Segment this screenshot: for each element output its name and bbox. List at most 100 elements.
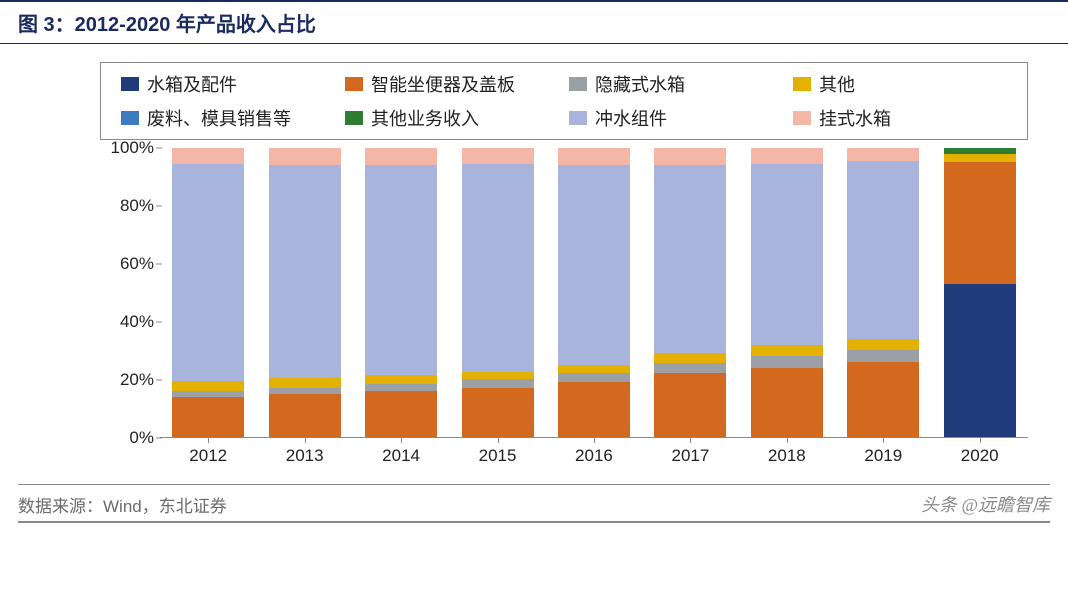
bar-segment-chongshui <box>462 164 534 372</box>
legend-label: 其他 <box>819 71 855 97</box>
y-tick-label: 80% <box>100 196 154 216</box>
bar-segment-chongshui <box>365 165 437 375</box>
bar-segment-chongshui <box>558 165 630 364</box>
bar-segment-guashi <box>269 148 341 165</box>
bar-segment-yincang <box>847 350 919 362</box>
legend-item-zhineng: 智能坐便器及盖板 <box>345 71 569 97</box>
bar-segment-zhineng <box>365 391 437 437</box>
bar-segment-zhineng <box>462 388 534 437</box>
watermark: 头条 @远瞻智库 <box>921 491 1050 517</box>
bar-segment-chongshui <box>172 164 244 381</box>
bar-segment-qita <box>269 378 341 388</box>
figure-footer: 数据来源：Wind，东北证券 头条 @远瞻智库 <box>18 484 1050 523</box>
bar-segment-zhineng <box>944 162 1016 283</box>
legend-label: 隐藏式水箱 <box>595 71 685 97</box>
legend-item-chongshui: 冲水组件 <box>569 105 793 131</box>
x-tick-mark <box>305 437 306 443</box>
legend-row: 废料、模具销售等其他业务收入 冲水组件 挂式水箱 <box>121 105 1017 131</box>
bar-segment-zhineng <box>654 373 726 437</box>
legend-swatch <box>793 77 811 91</box>
x-label-wrap: 2018 <box>751 438 823 466</box>
chart-area: 0%20%40%60%80%100% 201220132014201520162… <box>100 148 1028 478</box>
bar-segment-zhineng <box>751 368 823 437</box>
bar-segment-guashi <box>654 148 726 165</box>
data-source-label: 数据来源：Wind，东北证券 <box>18 492 227 517</box>
legend-item-yincang: 隐藏式水箱 <box>569 71 793 97</box>
x-tick-mark <box>980 437 981 443</box>
x-label-wrap: 2020 <box>944 438 1016 466</box>
bar-segment-yincang <box>365 384 437 391</box>
x-tick-mark <box>594 437 595 443</box>
bar-segment-yincang <box>654 363 726 373</box>
legend-label: 其他业务收入 <box>371 105 479 131</box>
x-label-wrap: 2012 <box>172 438 244 466</box>
y-tick-label: 100% <box>100 138 154 158</box>
bar-segment-yincang <box>751 356 823 368</box>
bar-2020 <box>944 148 1016 437</box>
x-tick-mark <box>401 437 402 443</box>
bars-container <box>160 148 1028 437</box>
bar-segment-chongshui <box>751 164 823 345</box>
bar-segment-zhineng <box>558 382 630 437</box>
x-label-wrap: 2015 <box>462 438 534 466</box>
y-tick-label: 0% <box>100 428 154 448</box>
x-label-wrap: 2017 <box>654 438 726 466</box>
bar-segment-qita <box>944 154 1016 163</box>
bar-segment-guashi <box>847 148 919 161</box>
bar-segment-yincang <box>462 379 534 388</box>
figure-title: 图 3：2012-2020 年产品收入占比 <box>0 0 1068 44</box>
x-tick-mark <box>690 437 691 443</box>
legend-swatch <box>121 77 139 91</box>
legend-row: 水箱及配件 智能坐便器及盖板 隐藏式水箱 其他 <box>121 71 1017 97</box>
legend-swatch <box>345 111 363 125</box>
x-tick-mark <box>498 437 499 443</box>
bar-2013 <box>269 148 341 437</box>
bar-segment-guashi <box>365 148 437 165</box>
figure-container: 图 3：2012-2020 年产品收入占比 水箱及配件 智能坐便器及盖板 隐藏式水箱… <box>0 0 1068 598</box>
bar-segment-qita <box>847 339 919 351</box>
bar-segment-yincang <box>558 373 630 382</box>
bar-segment-guashi <box>558 148 630 165</box>
x-label-wrap: 2014 <box>365 438 437 466</box>
x-tick-mark <box>208 437 209 443</box>
bar-segment-qita <box>558 365 630 374</box>
legend-item-guashi: 挂式水箱 <box>793 105 1017 131</box>
y-tick-label: 60% <box>100 254 154 274</box>
bar-2017 <box>654 148 726 437</box>
legend-swatch <box>793 111 811 125</box>
x-axis: 201220132014201520162017201820192020 <box>160 438 1028 478</box>
y-axis: 0%20%40%60%80%100% <box>100 148 158 438</box>
bar-2014 <box>365 148 437 437</box>
plot-area <box>160 148 1028 438</box>
legend-item-qitayewu: 其他业务收入 <box>345 105 569 131</box>
bar-segment-guashi <box>751 148 823 164</box>
bar-2016 <box>558 148 630 437</box>
legend-label: 水箱及配件 <box>147 71 237 97</box>
x-label-wrap: 2013 <box>269 438 341 466</box>
bar-2019 <box>847 148 919 437</box>
bar-segment-shuixiang <box>944 284 1016 437</box>
legend-label: 智能坐便器及盖板 <box>371 71 515 97</box>
legend-swatch <box>569 111 587 125</box>
bar-segment-chongshui <box>654 165 726 353</box>
legend-swatch <box>345 77 363 91</box>
bar-segment-qita <box>172 381 244 391</box>
x-label-wrap: 2016 <box>558 438 630 466</box>
legend-swatch <box>569 77 587 91</box>
x-tick-mark <box>787 437 788 443</box>
bar-segment-chongshui <box>269 165 341 377</box>
bar-segment-qita <box>654 353 726 363</box>
legend: 水箱及配件 智能坐便器及盖板 隐藏式水箱 其他废料、模具销售等其他业务收入 冲水组件 挂式… <box>100 62 1028 140</box>
y-tick-label: 20% <box>100 370 154 390</box>
bar-2015 <box>462 148 534 437</box>
y-tick-label: 40% <box>100 312 154 332</box>
legend-item-feiliao: 废料、模具销售等 <box>121 105 345 131</box>
legend-label: 挂式水箱 <box>819 105 891 131</box>
bar-2018 <box>751 148 823 437</box>
bar-segment-qita <box>462 372 534 379</box>
legend-swatch <box>121 111 139 125</box>
legend-label: 冲水组件 <box>595 105 667 131</box>
bar-2012 <box>172 148 244 437</box>
bar-segment-zhineng <box>269 394 341 437</box>
bar-segment-zhineng <box>847 362 919 437</box>
